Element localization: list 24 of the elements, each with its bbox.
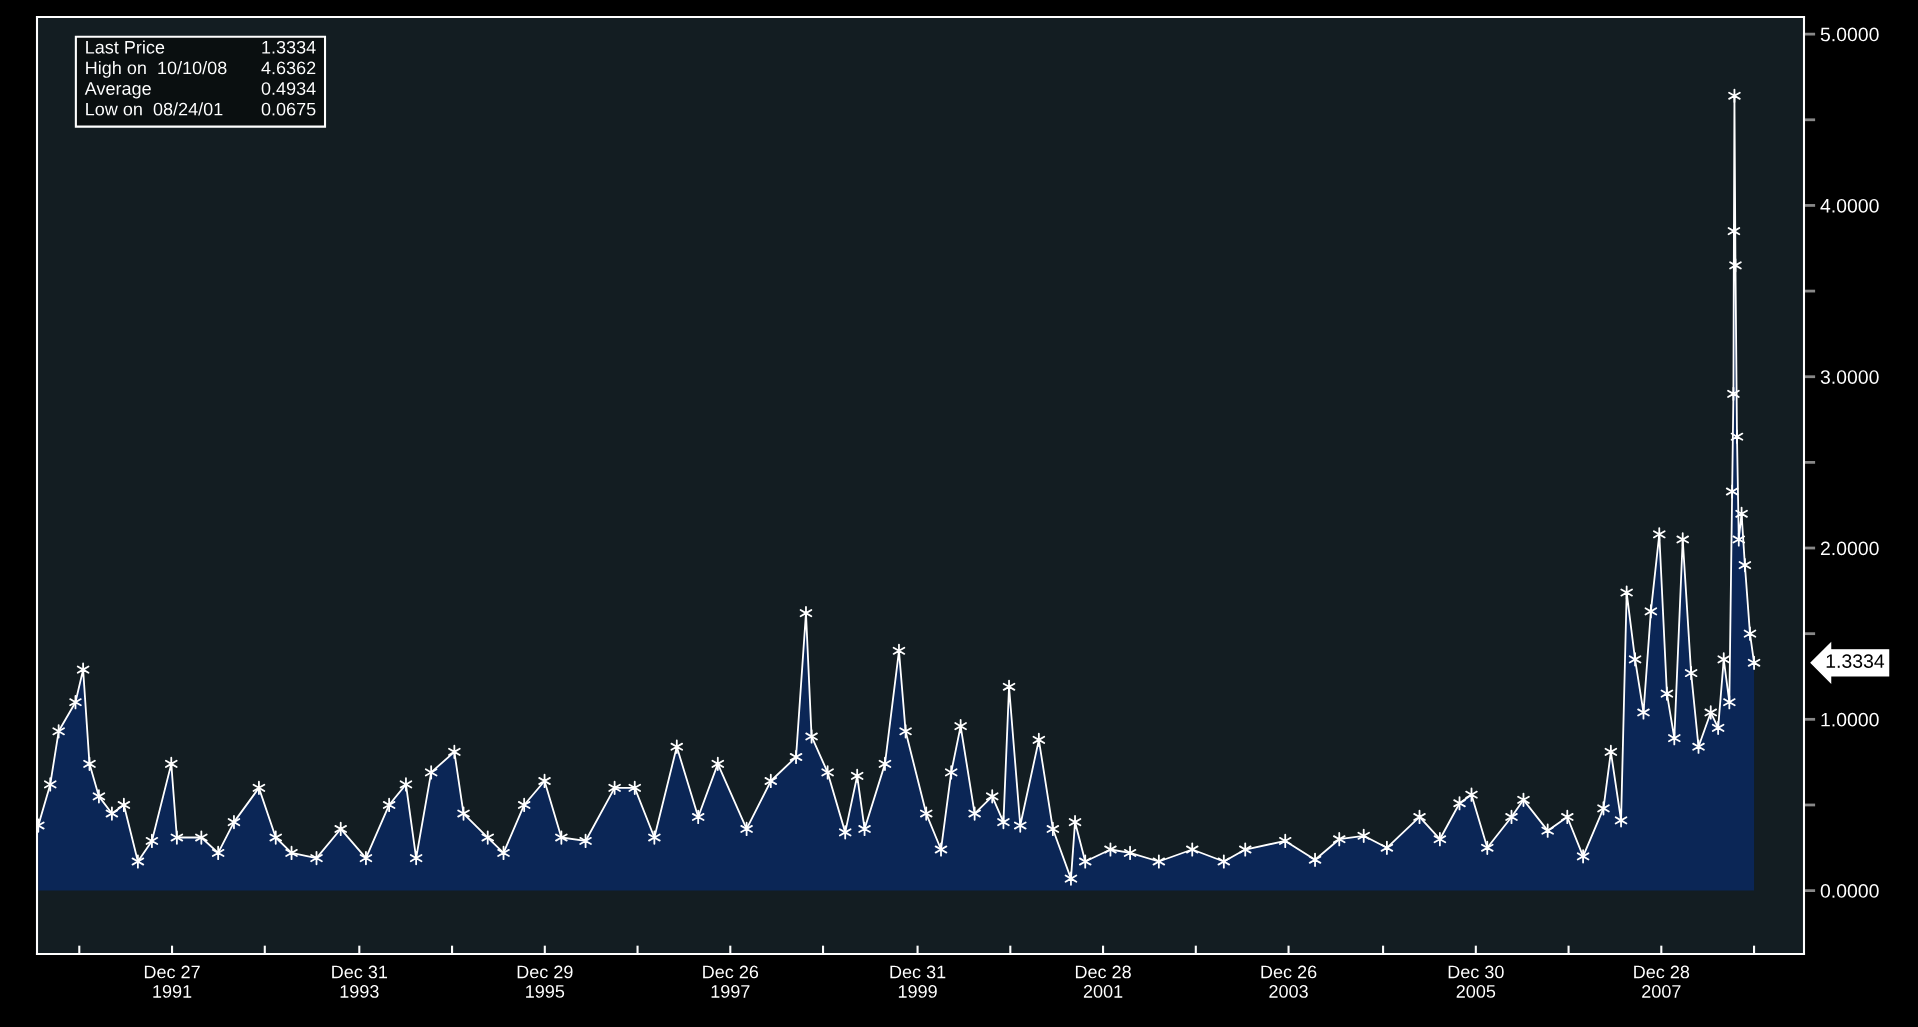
annotation: 0.4934	[261, 82, 316, 95]
x-tick-label: Dec 31 1999	[890, 965, 946, 998]
y-tick-label: 2.0000	[1820, 541, 1879, 556]
x-tick-label: Dec 28 2001	[1075, 965, 1131, 998]
annotation: Last Price	[86, 40, 165, 54]
y-tick-label: 3.0000	[1820, 370, 1879, 384]
annotation: 4.6362	[261, 61, 316, 75]
x-tick-label: Dec 29 1995	[517, 965, 573, 998]
annotation: 1.3334	[262, 40, 316, 54]
text: 1.3334	[1826, 654, 1885, 669]
x-tick-label: Dec 28 2007	[1634, 965, 1690, 998]
annotation: Low on 08/24/01	[86, 102, 223, 116]
y-tick-label: 5.0000	[1820, 27, 1879, 42]
y-tick-label: 0.0000	[1820, 884, 1879, 898]
x-tick-label: Dec 31 1993	[332, 965, 388, 998]
y-tick-label: 4.0000	[1820, 198, 1879, 213]
x-tick-label: Dec 26 1997	[703, 965, 759, 998]
x-tick-label: Dec 30 2005	[1448, 965, 1504, 998]
annotation: 0.0675	[261, 102, 316, 116]
annotation: Average	[84, 82, 151, 99]
x-tick-label: Dec 27 1991	[144, 965, 200, 998]
annotation: High on 10/10/08	[86, 61, 227, 78]
x-tick-label: Dec 26 2003	[1261, 965, 1317, 998]
y-tick-label: 1.0000	[1821, 712, 1879, 727]
